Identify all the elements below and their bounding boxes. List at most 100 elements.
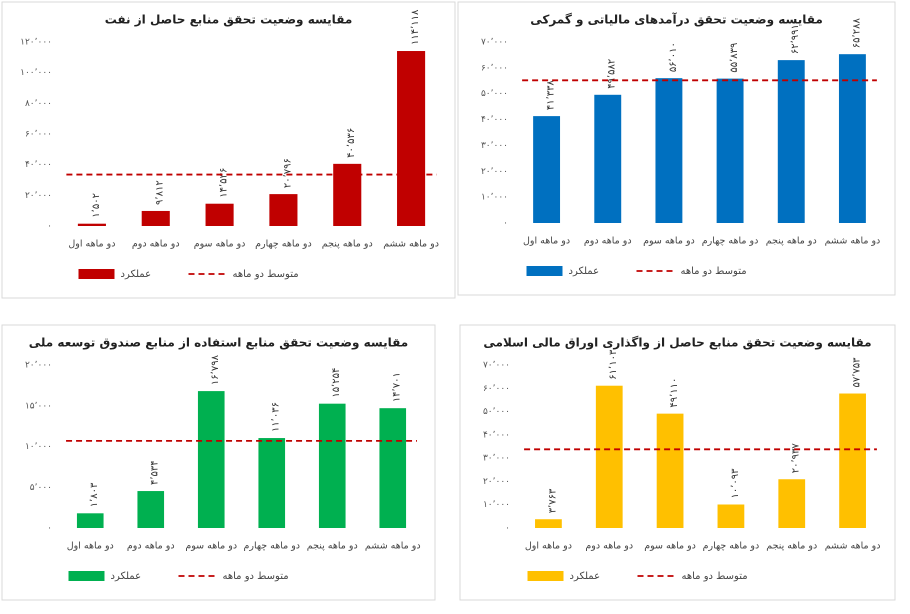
bar	[716, 78, 744, 223]
legend-swatch	[527, 571, 564, 581]
x-tick-label: دو ماهه پنجم	[766, 541, 817, 552]
value-label: ۴۱٬۳۳۸	[546, 79, 557, 110]
bar	[535, 519, 562, 528]
y-tick-label: ۰	[503, 219, 508, 229]
value-label: ۵۷٬۷۵۳	[852, 357, 863, 388]
y-tick-label: ۱۰٬۰۰۰	[483, 500, 510, 510]
x-tick-label: دو ماهه دوم	[127, 541, 175, 552]
x-tick-label: دو ماهه ششم	[825, 541, 881, 552]
value-label: ۶۱٬۱۰۳	[608, 349, 619, 380]
x-tick-label: دو ماهه سوم	[643, 236, 695, 247]
chart-title: مقایسه وضعیت تحقق منابع حاصل از واگذاری …	[483, 336, 871, 351]
x-tick-label: دو ماهه دوم	[585, 541, 633, 552]
value-label: ۶۲٬۹۹۱	[790, 24, 801, 54]
value-label: ۱٬۵۰۲	[91, 193, 102, 218]
value-label: ۵۶٬۰۱۰	[668, 42, 679, 72]
x-tick-label: دو ماهه اول	[68, 239, 115, 250]
x-tick-label: دو ماهه ششم	[383, 239, 439, 250]
bar	[655, 78, 683, 224]
y-tick-label: ۱۲۰٬۰۰۰	[20, 38, 52, 48]
bar	[838, 54, 866, 224]
legend-swatch	[68, 571, 105, 581]
y-tick-label: ۵۰٬۰۰۰	[483, 407, 510, 417]
y-tick-label: ۶۰٬۰۰۰	[483, 384, 510, 394]
value-label: ۴۹٬۵۸۲	[607, 59, 618, 89]
y-tick-label: ۰	[47, 222, 52, 232]
value-label: ۲۰٬۹۳۷	[791, 443, 802, 474]
bar	[76, 513, 104, 528]
bar	[595, 385, 623, 528]
y-tick-label: ۱۰۰٬۰۰۰	[20, 68, 52, 78]
y-tick-label: ۰	[505, 524, 510, 534]
chart-title: مقایسه وضعیت تحقق منابع حاصل از نفت	[105, 13, 353, 28]
chart-title: مقایسه وضعیت تحقق درآمدهای مالیاتی و گمر…	[530, 12, 823, 28]
legend-label: متوسط دو ماهه	[681, 266, 747, 277]
bar	[137, 491, 165, 528]
bar	[269, 194, 298, 226]
y-tick-label: ۷۰٬۰۰۰	[481, 38, 508, 48]
bar	[197, 391, 225, 528]
value-label: ۵۵٬۸۳۹	[729, 43, 740, 73]
value-label: ۱٬۸۰۳	[89, 482, 100, 507]
panel-frame	[1, 1, 456, 299]
legend-label: متوسط دو ماهه	[223, 571, 289, 582]
value-label: ۱۵٬۲۵۴	[331, 368, 342, 398]
x-tick-label: دو ماهه ششم	[365, 541, 421, 552]
chart-panel: مقایسه وضعیت تحقق منابع استفاده از منابع…	[1, 324, 436, 601]
y-tick-label: ۴۰٬۰۰۰	[481, 115, 508, 125]
x-tick-label: دو ماهه پنجم	[322, 239, 373, 250]
legend-label: عملکرد	[569, 266, 600, 277]
legend-swatch	[78, 269, 115, 279]
y-tick-label: ۲۰٬۰۰۰	[481, 167, 508, 177]
value-label: ۱۱۴٬۱۱۸	[410, 9, 421, 45]
legend-label: عملکرد	[121, 269, 152, 280]
bar	[379, 408, 407, 528]
y-tick-label: ۳۰٬۰۰۰	[483, 454, 510, 464]
legend-label: عملکرد	[570, 571, 601, 582]
y-tick-label: ۸۰٬۰۰۰	[25, 99, 52, 109]
y-tick-label: ۵۰٬۰۰۰	[481, 89, 508, 99]
y-tick-label: ۳۰٬۰۰۰	[481, 141, 508, 151]
bar	[397, 51, 426, 226]
bar	[318, 403, 346, 528]
bar	[594, 94, 622, 224]
bar	[717, 504, 745, 528]
bar	[77, 223, 106, 226]
x-tick-label: دو ماهه دوم	[584, 236, 632, 247]
y-tick-label: ۱۰٬۰۰۰	[481, 193, 508, 203]
value-label: ۴۹٬۱۱۰	[669, 378, 680, 408]
x-tick-label: دو ماهه اول	[67, 541, 114, 552]
x-tick-label: دو ماهه چهارم	[243, 541, 300, 552]
bar	[205, 203, 234, 226]
value-label: ۱۴٬۷۰۱	[392, 372, 403, 402]
y-tick-label: ۲۰٬۰۰۰	[25, 361, 52, 371]
x-tick-label: دو ماهه چهارم	[703, 541, 760, 552]
bar	[533, 116, 561, 223]
x-tick-label: دو ماهه پنجم	[766, 236, 817, 247]
x-tick-label: دو ماهه پنجم	[307, 541, 358, 552]
bar	[333, 163, 362, 226]
x-tick-label: دو ماهه سوم	[194, 239, 246, 250]
value-label: ۴۰٬۵۳۶	[346, 128, 357, 158]
y-tick-label: ۴۰٬۰۰۰	[25, 160, 52, 170]
bar	[141, 210, 170, 226]
value-label: ۴٬۵۳۴	[150, 460, 161, 485]
x-tick-label: دو ماهه سوم	[185, 541, 237, 552]
y-tick-label: ۲۰٬۰۰۰	[483, 477, 510, 487]
y-tick-label: ۲۰٬۰۰۰	[25, 191, 52, 201]
value-label: ۳٬۷۶۳	[547, 488, 558, 513]
x-tick-label: دو ماهه دوم	[132, 239, 180, 250]
value-label: ۱۴٬۵۳۶	[219, 168, 230, 198]
value-label: ۱۶٬۷۹۸	[210, 354, 221, 385]
y-tick-label: ۱۵٬۰۰۰	[25, 401, 52, 411]
y-tick-label: ۶۰٬۰۰۰	[25, 130, 52, 140]
legend-swatch	[526, 266, 563, 276]
y-tick-label: ۵٬۰۰۰	[30, 483, 52, 493]
bar	[777, 60, 805, 223]
legend-label: متوسط دو ماهه	[682, 571, 748, 582]
y-tick-label: ۴۰٬۰۰۰	[483, 430, 510, 440]
bar	[839, 393, 866, 528]
legend-label: عملکرد	[111, 571, 142, 582]
x-tick-label: دو ماهه چهارم	[702, 236, 759, 247]
